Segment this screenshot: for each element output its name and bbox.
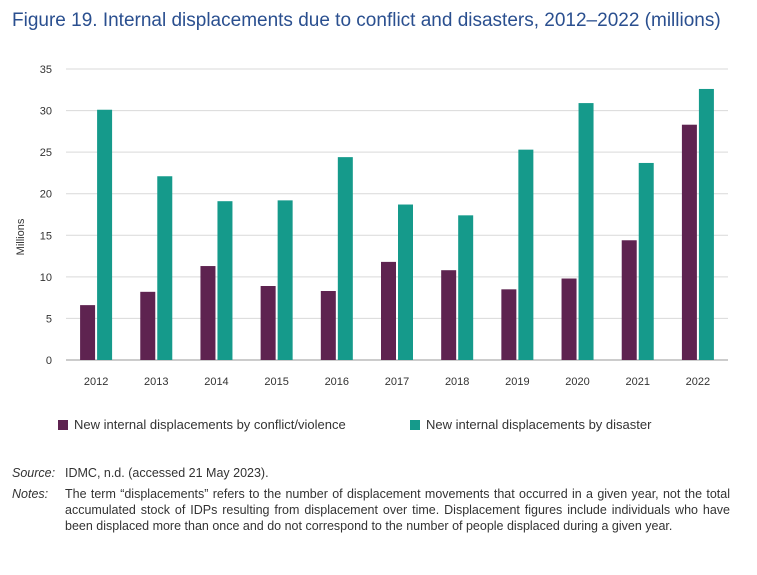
bar-conflict [681, 124, 697, 360]
x-tick-label: 2019 [505, 376, 529, 388]
bar-conflict [501, 289, 517, 360]
bar-conflict [140, 291, 156, 360]
y-tick-label: 5 [46, 313, 52, 325]
notes-label: Notes: [12, 487, 49, 501]
x-tick-label: 2014 [204, 376, 228, 388]
bar-conflict [260, 286, 276, 360]
bar-disaster [217, 201, 233, 360]
bar-conflict [80, 305, 96, 360]
gridlines [66, 68, 728, 361]
x-tick-label: 2018 [445, 376, 469, 388]
source-note: Source: IDMC, n.d. (accessed 21 May 2023)… [12, 465, 742, 481]
y-axis-ticks: 0 5 10 15 20 25 30 35 [40, 64, 52, 367]
bar-conflict [621, 240, 637, 360]
legend: New internal displacements by conflict/v… [0, 417, 757, 437]
bar-disaster [518, 149, 534, 360]
legend-item-disaster: New internal displacements by disaster [410, 417, 651, 432]
y-tick-label: 20 [40, 189, 52, 201]
bar-disaster [458, 215, 474, 360]
legend-swatch-conflict [58, 419, 68, 430]
x-tick-label: 2020 [565, 376, 589, 388]
x-tick-label: 2013 [144, 376, 168, 388]
y-tick-label: 35 [40, 64, 52, 76]
legend-item-conflict: New internal displacements by conflict/v… [58, 417, 346, 432]
source-label: Source: [12, 466, 56, 480]
bar-conflict [441, 270, 457, 360]
bar-conflict [320, 290, 336, 360]
bar-conflict [200, 266, 216, 360]
x-tick-label: 2015 [264, 376, 288, 388]
legend-label-conflict: New internal displacements by conflict/v… [74, 417, 346, 432]
legend-swatch-disaster [410, 419, 420, 430]
source-text: IDMC, n.d. (accessed 21 May 2023). [65, 466, 269, 480]
bar-disaster [638, 162, 654, 360]
y-axis-label: Millions [15, 218, 27, 255]
bar-disaster [97, 109, 113, 361]
x-tick-label: 2021 [625, 376, 649, 388]
y-tick-label: 25 [40, 147, 52, 159]
bar-disaster [277, 200, 293, 360]
bar-disaster [398, 204, 413, 360]
bar-disaster [578, 103, 594, 361]
x-tick-label: 2017 [385, 376, 409, 388]
bars [80, 88, 714, 361]
x-axis-ticks: 2012 2013 2014 2015 2016 2017 2018 2019 2020 2021… [84, 376, 710, 388]
x-tick-label: 2012 [84, 376, 108, 388]
bar-disaster [337, 157, 353, 360]
chart-title: Figure 19. Internal displacements due to… [12, 10, 721, 31]
legend-label-disaster: New internal displacements by disaster [426, 417, 652, 432]
y-tick-label: 15 [40, 230, 52, 242]
bar-conflict [381, 261, 396, 360]
notes: Notes: The term “displacements” refers to… [12, 486, 742, 534]
x-tick-label: 2016 [325, 376, 349, 388]
y-tick-label: 30 [40, 106, 52, 118]
bar-disaster [157, 176, 173, 360]
bar-conflict [561, 278, 577, 360]
notes-text: The term “displacements” refers to the n… [65, 487, 730, 533]
bar-disaster [698, 88, 714, 360]
y-tick-label: 0 [46, 355, 52, 367]
x-tick-label: 2022 [686, 376, 710, 388]
y-tick-label: 10 [40, 272, 52, 284]
bar-chart: 0 5 10 15 20 25 30 35 Millions 2012 2013 2014 2015… [15, 64, 728, 388]
